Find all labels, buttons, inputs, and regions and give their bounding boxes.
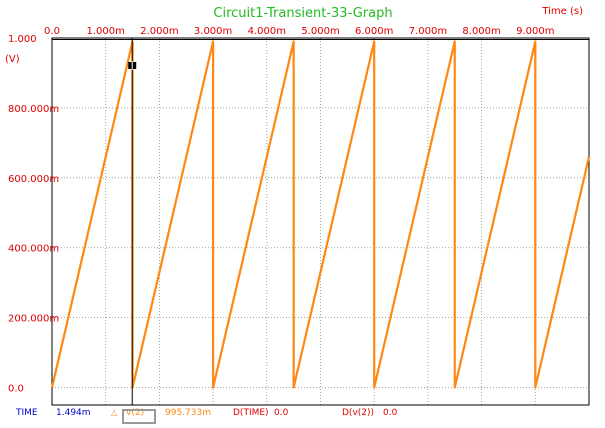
y-axis-unit-label: (V) [5,54,20,65]
y-tick-label: 400.000m [8,244,59,255]
trace-select-box[interactable] [122,409,156,424]
x-tick-label: 7.000m [409,26,447,37]
x-tick-label: 3.000m [194,26,232,37]
plot-area[interactable] [51,37,590,406]
cursor-layer[interactable] [52,38,589,405]
x-tick-label: 4.000m [248,26,286,37]
trace-value: 995.733m [165,408,211,418]
graph-title: Circuit1-Transient-33-Graph [213,6,392,21]
y-tick-label: 200.000m [8,314,59,325]
dtime-value: 0.0 [274,408,289,418]
time-value: 1.494m [56,408,91,418]
series-layer [50,40,591,389]
dtime-label: D(TIME) [233,408,269,418]
y-tick-label: 1.000 [8,34,37,45]
x-tick-label: 5.000m [301,26,339,37]
y-tick-labels: 0.0 200.000m 400.000m 600.000m 800.000m 1.000 [8,34,59,395]
x-tick-label: 1.000m [87,26,125,37]
x-tick-labels: 0.0 1.000m 2.000m 3.000m 4.000m 5.000m 6.000m 7… [44,26,554,37]
dv-label: D(v(2)) [342,408,375,418]
y-tick-label: 0.0 [8,384,24,395]
x-tick-label: 0.0 [44,26,60,37]
y-tick-label: 800.000m [8,104,59,115]
series-line-v(2) [50,40,591,389]
x-tick-label: 2.000m [140,26,178,37]
time-label: TIME [16,408,38,418]
trace-label: v(2) [126,408,145,418]
triangle-marker-icon[interactable]: △ [111,408,118,417]
x-axis-unit-label: Time (s) [541,6,583,17]
y-tick-label: 600.000m [8,174,59,185]
x-tick-label: 9.000m [516,26,554,37]
x-tick-label: 6.000m [355,26,393,37]
dv-value: 0.0 [383,408,398,418]
x-tick-label: 8.000m [462,26,500,37]
